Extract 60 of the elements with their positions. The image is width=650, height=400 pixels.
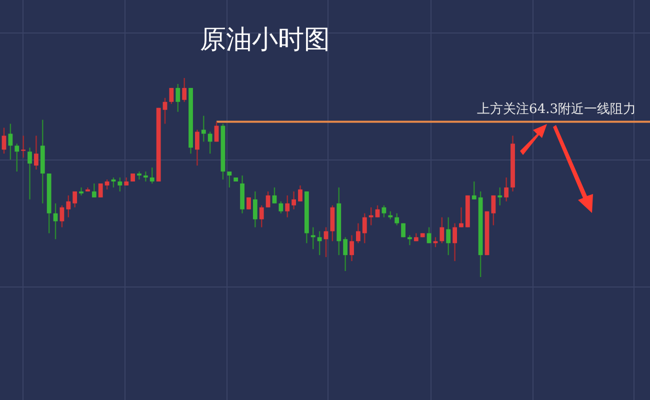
candlestick xyxy=(150,166,154,184)
candlestick xyxy=(317,230,322,256)
candlestick xyxy=(137,170,142,180)
candlestick xyxy=(394,212,400,226)
candlestick xyxy=(310,226,316,250)
candlestick xyxy=(60,204,64,228)
candlestick xyxy=(504,176,509,202)
candlestick xyxy=(278,200,284,214)
ref-line-label: 上方关注64.3附近一线阻力 xyxy=(477,100,636,117)
candlestick xyxy=(343,236,348,272)
candlestick xyxy=(227,170,232,188)
candlestick xyxy=(8,123,13,160)
candlestick xyxy=(14,143,20,172)
candlestick xyxy=(356,222,360,244)
candlestick xyxy=(53,202,58,240)
candlestick xyxy=(324,226,328,258)
candlestick xyxy=(446,216,451,256)
candlestick xyxy=(98,182,103,198)
candlestick xyxy=(92,182,96,198)
candlestick xyxy=(362,212,367,244)
candlestick xyxy=(350,234,354,262)
candlestick xyxy=(72,190,78,208)
candlestick xyxy=(182,77,187,102)
candlestick xyxy=(259,204,264,228)
candlestick xyxy=(491,194,496,226)
candlestick xyxy=(208,131,212,154)
candlestick xyxy=(176,83,180,112)
candlestick xyxy=(201,115,206,142)
candlestick xyxy=(272,186,277,204)
candlestick xyxy=(452,222,457,262)
candlestick xyxy=(162,97,168,124)
candlestick xyxy=(21,135,26,158)
candlestick xyxy=(195,129,200,166)
candlestick xyxy=(66,194,71,218)
candlestick xyxy=(472,180,476,200)
candlestick xyxy=(440,216,444,244)
candlestick xyxy=(143,170,148,182)
candlestick xyxy=(285,194,290,218)
candlestick xyxy=(426,226,432,244)
candlestick xyxy=(330,204,335,242)
chart-title: 原油小时图 xyxy=(200,25,330,55)
candlestick xyxy=(34,135,38,170)
candlestick xyxy=(298,184,302,202)
candlestick xyxy=(408,234,412,246)
candlestick xyxy=(292,190,296,210)
candlestick xyxy=(28,147,32,200)
candlestick xyxy=(2,127,6,154)
candlestick xyxy=(118,176,122,192)
candlestick xyxy=(498,186,502,206)
candlestick xyxy=(368,206,374,226)
candlestick xyxy=(169,87,174,104)
candlestick xyxy=(104,178,110,190)
candlestick xyxy=(79,186,84,196)
candlestick xyxy=(375,204,380,218)
candlestick xyxy=(252,190,258,228)
candlestick xyxy=(433,236,438,248)
candlestick xyxy=(111,176,116,188)
candlestick xyxy=(382,204,386,218)
candlestick xyxy=(459,206,464,228)
candlestick xyxy=(266,190,270,208)
